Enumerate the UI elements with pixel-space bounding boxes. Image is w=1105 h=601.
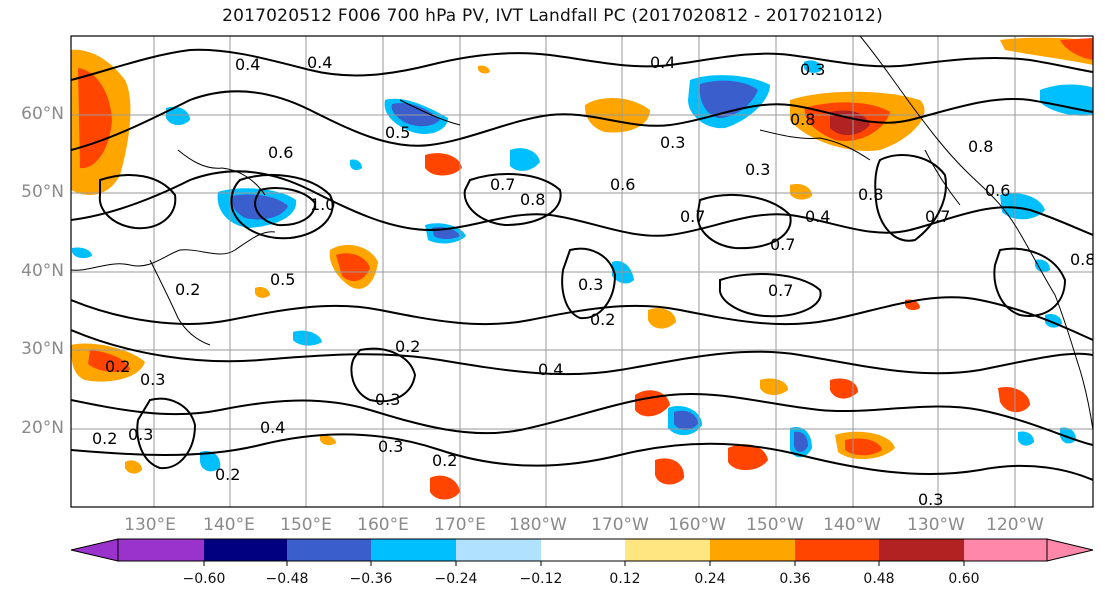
contour-label: 0.7	[925, 207, 950, 226]
contour-label: 0.5	[385, 123, 410, 142]
contour-label: 0.5	[270, 270, 295, 289]
map-title: 2017020512 F006 700 hPa PV, IVT Landfall…	[222, 6, 883, 26]
contour-label: 0.2	[105, 357, 130, 376]
contour-label: 0.2	[215, 465, 240, 484]
contour-label: 0.7	[768, 281, 793, 300]
contour-label: 0.3	[745, 160, 770, 179]
contour-labels: 0.4 0.4 0.3 0.3 0.3 0.6 0.6 0.6 0.7 0.7 …	[92, 53, 1095, 509]
colorbar-high-triangle	[1046, 538, 1094, 562]
lon-label-120w: 120°W	[986, 515, 1044, 535]
contour-label: 0.4	[235, 55, 260, 74]
colorbar-bin	[371, 539, 456, 561]
contour-label: 0.8	[858, 185, 883, 204]
contour-label: 0.4	[307, 53, 332, 72]
colorbar-tick-label: −0.48	[265, 571, 309, 587]
contour-label: 0.6	[268, 143, 293, 162]
lon-label-180w: 180°W	[509, 515, 567, 535]
contour-label: 0.3	[378, 437, 403, 456]
contour-label: 0.3	[578, 275, 603, 294]
contour-label: 0.7	[490, 175, 515, 194]
colorbar-tick-label: −0.36	[349, 571, 393, 587]
colorbar-tick-label: −0.24	[434, 571, 478, 587]
contour-label: 0.3	[140, 370, 165, 389]
coastlines	[71, 36, 1093, 431]
contour-label: 0.8	[968, 137, 993, 156]
contour-label: 0.8	[520, 190, 545, 209]
lon-label-170w: 170°W	[591, 515, 649, 535]
colorbar-tick-label: 0.24	[694, 571, 726, 587]
contour-label: 0.8	[1070, 250, 1095, 269]
contour-label: 0.2	[92, 429, 117, 448]
colorbar-tick-label: 0.12	[609, 571, 641, 587]
colorbar-bin	[879, 539, 964, 561]
colorbar-tick-label: 0.36	[779, 571, 811, 587]
lon-label-150e: 150°E	[280, 515, 332, 535]
contour-label: 0.4	[805, 207, 830, 226]
lon-label-150w: 150°W	[746, 515, 804, 535]
lon-label-160w: 160°W	[668, 515, 726, 535]
colorbar-tick-label: −0.60	[182, 571, 226, 587]
lat-label-20n: 20°N	[21, 418, 64, 438]
colorbar-bin	[710, 539, 795, 561]
contour-label: 0.8	[790, 110, 815, 129]
colorbar-tick-label: −0.12	[519, 571, 563, 587]
colorbar-bin	[795, 539, 879, 561]
contour-label: 0.3	[918, 490, 943, 509]
contour-label: 0.3	[660, 133, 685, 152]
lat-label-30n: 30°N	[21, 339, 64, 359]
contour-label: 0.4	[650, 53, 675, 72]
pv-contours	[71, 48, 1093, 481]
colorbar-tick-label: 0.60	[948, 571, 980, 587]
lat-label-60n: 60°N	[21, 104, 64, 124]
colorbar-bin	[625, 539, 710, 561]
colorbar-bin	[541, 539, 625, 561]
lon-label-130w: 130°W	[907, 515, 965, 535]
lon-label-130e: 130°E	[124, 515, 176, 535]
contour-label: 0.7	[770, 235, 795, 254]
contour-label: 0.2	[590, 310, 615, 329]
contour-label: 0.2	[395, 337, 420, 356]
map-frame	[70, 35, 1094, 508]
colorbar-tick-label: 0.48	[863, 571, 895, 587]
colorbar	[70, 538, 1094, 566]
colorbar-bin	[964, 539, 1047, 561]
contour-label: 0.7	[680, 207, 705, 226]
colorbar-low-triangle	[70, 538, 119, 562]
contour-label: 0.3	[375, 390, 400, 409]
lat-label-50n: 50°N	[21, 182, 64, 202]
colorbar-bin	[118, 539, 204, 561]
contour-label: 0.6	[610, 175, 635, 194]
contour-label: 0.6	[985, 181, 1010, 200]
colorbar-bin	[287, 539, 371, 561]
contour-label: 1.0	[310, 195, 335, 214]
lat-label-40n: 40°N	[21, 261, 64, 281]
contour-label: 0.2	[175, 280, 200, 299]
colorbar-bin	[204, 539, 287, 561]
lon-label-160e: 160°E	[357, 515, 409, 535]
colorbar-bin	[456, 539, 541, 561]
contour-label: 0.4	[538, 360, 563, 379]
contour-label: 0.4	[260, 418, 285, 437]
contour-label: 0.3	[128, 425, 153, 444]
contour-label: 0.3	[800, 60, 825, 79]
contour-label: 0.2	[432, 451, 457, 470]
lon-label-140e: 140°E	[203, 515, 255, 535]
lon-label-140w: 140°W	[823, 515, 881, 535]
lon-label-170e: 170°E	[434, 515, 486, 535]
